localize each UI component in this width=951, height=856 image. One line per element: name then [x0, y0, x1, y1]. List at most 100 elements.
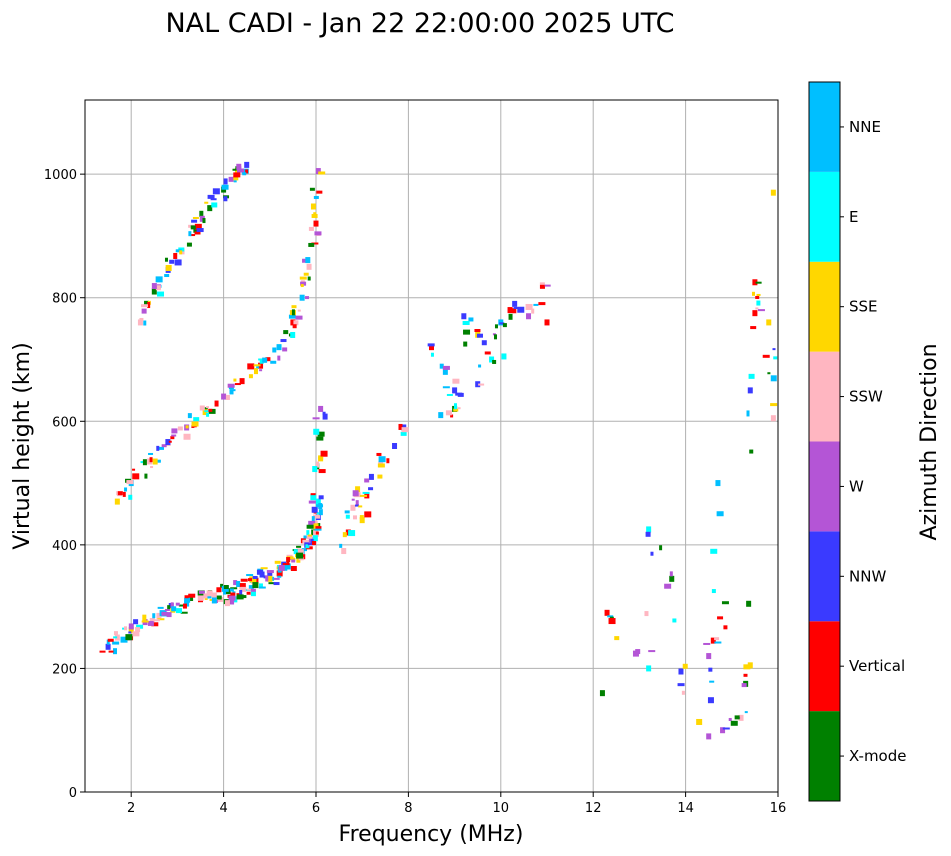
data-point — [142, 614, 147, 621]
data-point — [599, 690, 605, 697]
data-point — [209, 598, 214, 601]
data-point — [246, 588, 252, 591]
x-tick-label: 12 — [585, 801, 602, 816]
data-point — [239, 378, 245, 385]
data-point — [678, 668, 684, 675]
data-point — [152, 619, 160, 622]
data-point — [310, 203, 316, 210]
data-point — [216, 587, 222, 593]
data-point — [310, 494, 317, 501]
data-point — [244, 161, 250, 168]
data-point — [696, 718, 703, 725]
data-point — [741, 683, 747, 688]
data-point — [767, 372, 771, 375]
data-point — [364, 511, 372, 518]
data-point — [299, 276, 307, 280]
data-point — [274, 560, 281, 564]
data-point — [429, 344, 434, 351]
data-point — [311, 506, 318, 513]
data-point — [249, 576, 257, 583]
x-tick-label: 14 — [677, 801, 694, 816]
data-point — [342, 532, 347, 538]
data-point — [494, 324, 498, 329]
data-point — [302, 548, 308, 552]
data-point — [211, 597, 217, 604]
data-point — [290, 316, 295, 319]
data-point — [114, 634, 120, 641]
data-point — [157, 618, 165, 621]
data-point — [199, 215, 205, 222]
data-point — [278, 564, 285, 571]
data-point — [184, 597, 191, 603]
data-point — [180, 611, 188, 614]
data-point — [173, 252, 178, 259]
data-point — [290, 565, 297, 571]
data-point — [743, 664, 751, 670]
data-point — [233, 172, 241, 178]
colorbar-segment-w — [809, 441, 840, 532]
data-point — [240, 578, 248, 582]
data-point — [350, 504, 356, 511]
data-point — [303, 535, 310, 539]
data-point — [499, 322, 505, 325]
data-point — [307, 543, 315, 546]
data-point — [646, 665, 652, 672]
data-point — [766, 319, 772, 326]
data-point — [227, 383, 235, 388]
data-point — [204, 597, 208, 600]
data-point — [171, 428, 178, 434]
data-point — [280, 339, 287, 343]
data-point — [762, 354, 770, 358]
data-point — [298, 557, 304, 561]
data-point — [707, 697, 714, 704]
data-point — [457, 407, 461, 410]
data-point — [124, 487, 128, 492]
data-point — [462, 320, 470, 325]
data-point — [183, 433, 191, 440]
data-point — [156, 612, 162, 619]
colorbar-labels: X-mode Vertical NNW W SSW SSE E NNE — [840, 118, 906, 765]
data-point — [246, 591, 251, 595]
data-point — [161, 444, 167, 448]
data-point — [229, 389, 236, 392]
data-point — [364, 478, 370, 483]
data-point — [306, 524, 314, 529]
data-point — [132, 473, 140, 480]
data-point — [166, 612, 172, 618]
data-point — [352, 515, 357, 520]
data-point — [672, 618, 677, 623]
data-point — [228, 387, 234, 390]
x-axis-ticks: 2 4 6 8 10 12 14 16 — [127, 792, 786, 816]
data-point — [313, 514, 321, 519]
data-point — [481, 340, 487, 346]
data-point — [311, 516, 315, 523]
data-point — [140, 304, 148, 308]
data-point — [315, 531, 319, 535]
data-point — [190, 234, 196, 237]
data-point — [208, 408, 213, 412]
data-point — [452, 378, 460, 384]
data-point — [216, 595, 222, 600]
data-point — [320, 450, 328, 457]
data-point — [746, 600, 752, 607]
data-point — [207, 194, 215, 199]
data-point — [457, 392, 464, 397]
data-point — [259, 571, 265, 578]
data-point — [239, 589, 243, 595]
data-point — [194, 231, 201, 235]
data-point — [478, 383, 485, 386]
data-point — [133, 619, 139, 625]
data-point — [236, 168, 244, 173]
data-point — [230, 600, 235, 605]
data-point — [248, 578, 253, 582]
data-point — [716, 511, 724, 517]
y-tick-label: 600 — [52, 415, 77, 430]
data-point — [265, 575, 269, 582]
data-point — [191, 421, 199, 427]
data-point — [234, 383, 241, 386]
data-point — [709, 680, 715, 683]
data-point — [439, 363, 444, 369]
data-point — [228, 595, 236, 601]
data-point — [295, 315, 303, 320]
data-point — [770, 403, 778, 407]
